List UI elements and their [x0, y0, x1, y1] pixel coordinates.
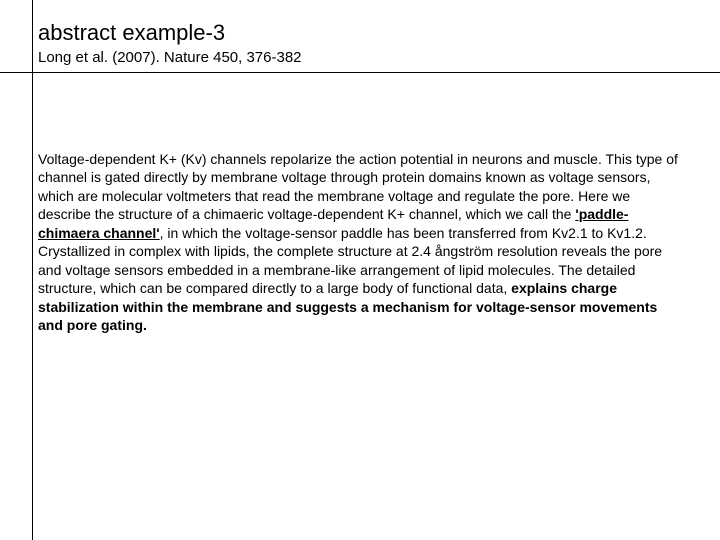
slide-page: abstract example-3 Long et al. (2007). N… [0, 0, 720, 540]
header-block: abstract example-3 Long et al. (2007). N… [38, 20, 696, 66]
citation-line: Long et al. (2007). Nature 450, 376-382 [38, 49, 696, 66]
left-vertical-rule [32, 0, 33, 540]
slide-title: abstract example-3 [38, 20, 696, 45]
abstract-paragraph: Voltage-dependent K+ (Kv) channels repol… [38, 150, 680, 335]
body-block: Voltage-dependent K+ (Kv) channels repol… [38, 150, 680, 335]
horizontal-divider [0, 72, 720, 73]
